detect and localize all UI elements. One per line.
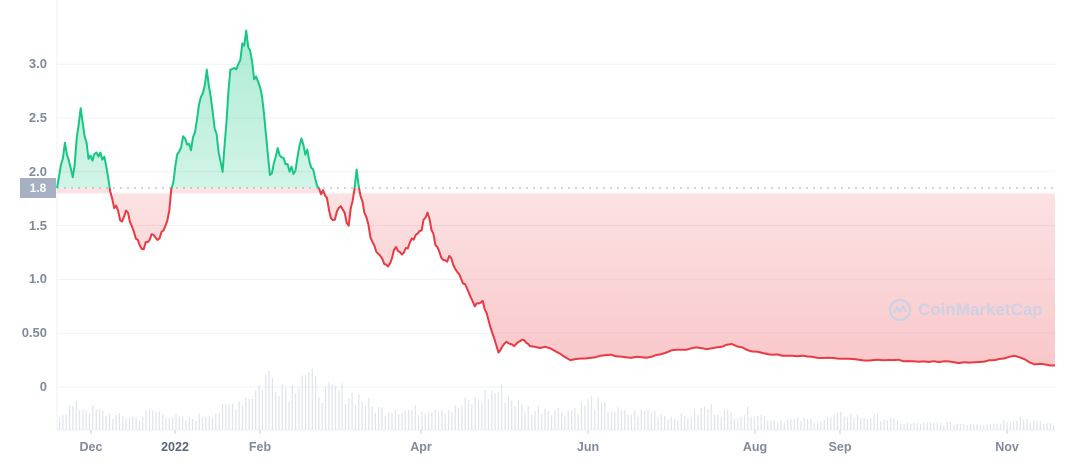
y-tick-label: 2.0 xyxy=(28,163,47,179)
x-tick-label: Apr xyxy=(410,440,432,454)
x-tick-label: Feb xyxy=(248,440,272,454)
y-tick-label: 1.0 xyxy=(28,271,47,287)
price-line xyxy=(56,29,1056,367)
area-below-baseline xyxy=(57,188,1055,366)
y-tick-label: 2.5 xyxy=(28,110,47,125)
area-fills xyxy=(57,30,1055,366)
x-tick-label: Sep xyxy=(828,440,852,454)
x-tick-label: Dec xyxy=(79,440,103,454)
watermark-text: CoinMarketCap xyxy=(918,300,1043,319)
y-tick-label: 0 xyxy=(39,379,47,394)
y-tick-label: 1.5 xyxy=(28,217,47,233)
x-tick-label: Nov xyxy=(995,440,1019,454)
volume-bars xyxy=(59,369,1055,430)
price-line-below xyxy=(57,188,1056,367)
y-tick-label: 0.50 xyxy=(21,325,47,341)
area-above-baseline xyxy=(57,30,360,188)
y-tick-label: 3.0 xyxy=(28,56,47,72)
baseline-value-badge: 1.8 xyxy=(20,178,56,198)
x-tick-label: 2022 xyxy=(161,440,189,454)
coinmarketcap-logo-icon xyxy=(888,298,912,322)
watermark: CoinMarketCap xyxy=(888,298,1043,322)
x-tick-label: Jun xyxy=(576,440,600,454)
x-tick-label: Aug xyxy=(742,440,768,454)
